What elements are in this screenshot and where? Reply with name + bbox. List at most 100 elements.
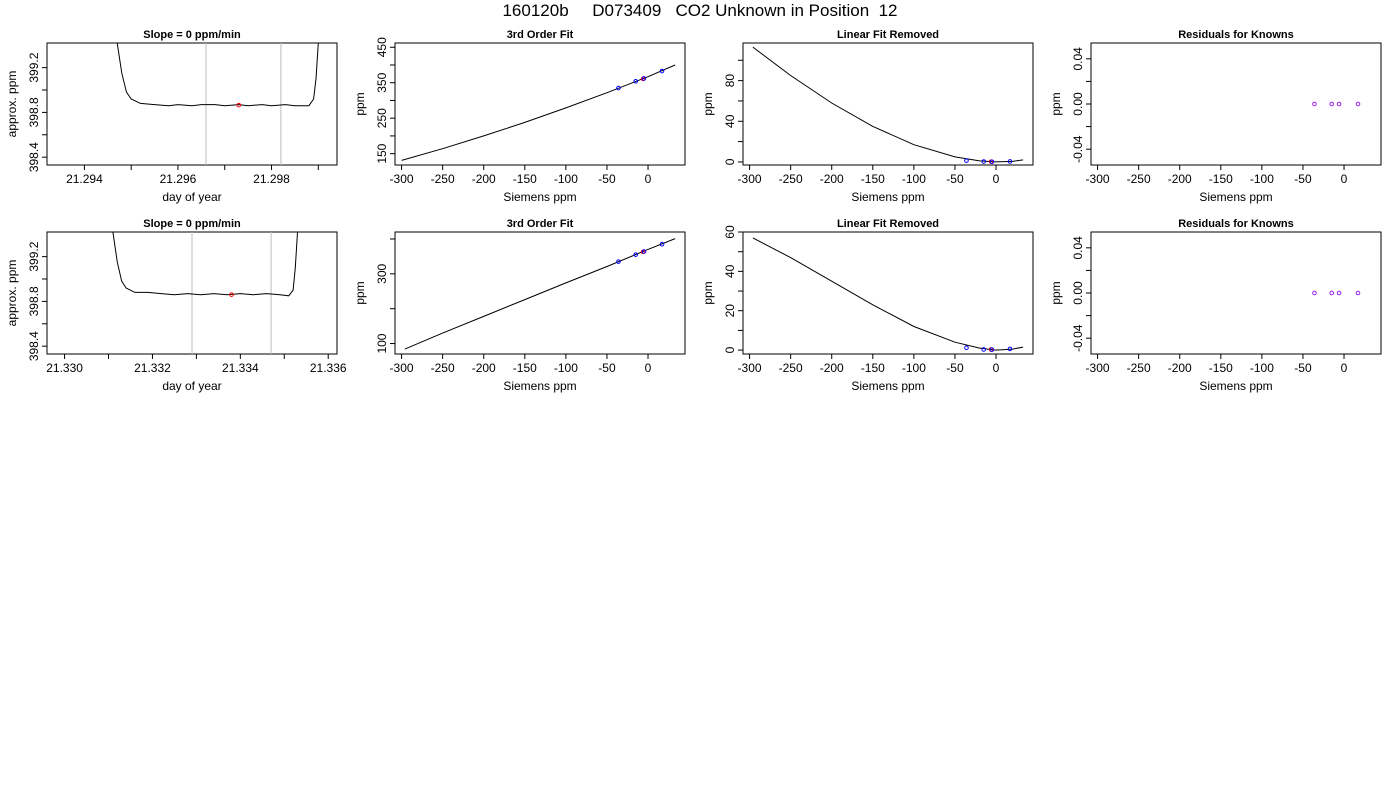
data-point xyxy=(1355,101,1361,107)
x-tick-label: 21.334 xyxy=(222,361,259,375)
plot-area xyxy=(112,232,298,354)
y-tick-label: 399.2 xyxy=(27,52,41,82)
chart-panel-5: Slope = 0 ppm/min day of year approx. ppm 2… xyxy=(5,218,347,393)
x-tick-label: -100 xyxy=(1250,172,1274,186)
x-axis-label: day of year xyxy=(162,190,221,204)
x-tick-label: -50 xyxy=(598,361,616,375)
y-tick-label: -0.04 xyxy=(1071,135,1085,163)
x-tick-label: -250 xyxy=(431,172,455,186)
chart-title: Linear Fit Removed xyxy=(837,29,939,41)
x-tick-label: -250 xyxy=(779,361,803,375)
x-tick-label: -200 xyxy=(1168,172,1192,186)
x-tick-label: 21.330 xyxy=(46,361,83,375)
page-title: 160120b D073409 CO2 Unknown in Position … xyxy=(502,1,898,20)
x-tick-label: -300 xyxy=(738,172,762,186)
chart-title: Residuals for Knowns xyxy=(1178,29,1294,41)
chart-panel-2: 3rd Order Fit Siemens ppm ppm -300 -250 -200 -… xyxy=(353,29,686,204)
chart-title: Linear Fit Removed xyxy=(837,218,939,230)
y-tick-label: 0 xyxy=(723,158,737,165)
y-axis-label: ppm xyxy=(1049,92,1063,115)
x-tick-label: -100 xyxy=(902,172,926,186)
chart-title: Slope = 0 ppm/min xyxy=(143,218,241,230)
x-axis-label: day of year xyxy=(162,379,221,393)
y-tick-label: 100 xyxy=(375,333,389,353)
data-point xyxy=(236,102,242,108)
x-tick-label: -200 xyxy=(820,361,844,375)
x-tick-label: 21.296 xyxy=(160,172,197,186)
data-point xyxy=(1312,290,1317,296)
x-axis-label: Siemens ppm xyxy=(851,379,924,393)
x-tick-label: 0 xyxy=(645,172,652,186)
x-tick-label: 21.332 xyxy=(134,361,171,375)
x-tick-label: -300 xyxy=(1086,172,1110,186)
data-point xyxy=(1329,290,1335,296)
data-point xyxy=(1312,101,1317,107)
plot-area xyxy=(752,46,1024,165)
series-line xyxy=(752,46,1024,163)
chart-title: Slope = 0 ppm/min xyxy=(143,29,241,41)
y-axis-label: ppm xyxy=(353,281,367,304)
x-tick-label: 0 xyxy=(1341,172,1348,186)
plot-area xyxy=(752,237,1024,352)
x-tick-label: 21.298 xyxy=(253,172,290,186)
x-tick-label: -150 xyxy=(861,361,885,375)
x-tick-label: -250 xyxy=(431,361,455,375)
x-tick-label: 0 xyxy=(1341,361,1348,375)
x-tick-label: 0 xyxy=(993,361,1000,375)
x-tick-label: -300 xyxy=(390,172,414,186)
data-point xyxy=(659,68,665,74)
x-tick-label: -200 xyxy=(1168,361,1192,375)
x-tick-label: 0 xyxy=(993,172,1000,186)
x-axis-label: Siemens ppm xyxy=(503,379,576,393)
chart-panel-7: Linear Fit Removed Siemens ppm ppm -300 -250… xyxy=(701,218,1034,393)
x-tick-label: 21.294 xyxy=(66,172,103,186)
y-tick-label: 80 xyxy=(723,74,737,88)
data-point xyxy=(981,159,987,164)
chart-panel-8: Residuals for Knowns Siemens ppm ppm -300 -2… xyxy=(1049,218,1382,393)
data-point xyxy=(659,241,665,247)
x-tick-label: -250 xyxy=(779,172,803,186)
y-tick-label: 350 xyxy=(375,72,389,92)
plot-frame xyxy=(742,42,1034,166)
y-tick-label: 0 xyxy=(723,346,737,353)
data-point xyxy=(989,347,995,352)
x-axis-label: Siemens ppm xyxy=(503,190,576,204)
y-axis-label: ppm xyxy=(353,92,367,115)
x-tick-label: -200 xyxy=(472,172,496,186)
x-tick-label: 21.336 xyxy=(310,361,347,375)
x-tick-label: -50 xyxy=(1294,172,1312,186)
y-tick-label: 150 xyxy=(375,143,389,163)
y-tick-label: 0.04 xyxy=(1071,236,1085,260)
data-point xyxy=(633,252,639,257)
plot-frame xyxy=(394,231,686,355)
x-tick-label: 0 xyxy=(645,361,652,375)
data-point xyxy=(1336,290,1342,296)
y-tick-label: 40 xyxy=(723,264,737,278)
x-tick-label: -200 xyxy=(820,172,844,186)
series-line xyxy=(116,43,319,107)
plot-area xyxy=(116,43,319,165)
y-tick-label: 60 xyxy=(723,225,737,239)
data-point xyxy=(1355,290,1361,296)
x-tick-label: -50 xyxy=(946,361,964,375)
y-axis-label: approx. ppm xyxy=(5,71,19,138)
y-tick-label: 398.4 xyxy=(27,142,41,172)
plot-area xyxy=(1312,101,1361,107)
chart-title: 3rd Order Fit xyxy=(507,218,574,230)
x-tick-label: -100 xyxy=(554,172,578,186)
data-point xyxy=(981,347,987,352)
plot-area xyxy=(401,64,676,161)
x-tick-label: -150 xyxy=(513,172,537,186)
x-tick-label: -300 xyxy=(1086,361,1110,375)
y-tick-label: 398.8 xyxy=(27,97,41,127)
y-tick-label: 40 xyxy=(723,114,737,128)
x-tick-label: -300 xyxy=(738,361,762,375)
data-point xyxy=(1007,159,1013,164)
x-tick-label: -150 xyxy=(1209,361,1233,375)
x-tick-label: -50 xyxy=(946,172,964,186)
y-tick-label: 398.8 xyxy=(27,286,41,316)
x-tick-label: -100 xyxy=(1250,361,1274,375)
data-point xyxy=(616,85,621,91)
data-point xyxy=(989,159,995,165)
